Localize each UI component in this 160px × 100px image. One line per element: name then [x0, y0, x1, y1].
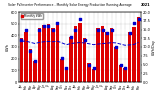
Text: Solar PV/Inverter Performance - Monthly Solar Energy Production Running Average: Solar PV/Inverter Performance - Monthly …: [8, 3, 132, 7]
Bar: [101, 26, 104, 82]
Bar: [114, 47, 118, 82]
Bar: [28, 49, 32, 82]
Bar: [20, 38, 23, 82]
Point: [65, 67, 68, 69]
Point: [101, 29, 104, 30]
Bar: [65, 68, 68, 82]
Bar: [60, 59, 64, 82]
Bar: [137, 17, 140, 82]
Bar: [128, 32, 132, 82]
Bar: [51, 28, 55, 82]
Bar: [69, 36, 73, 82]
Bar: [119, 64, 122, 82]
Point: [47, 25, 50, 27]
Bar: [123, 68, 127, 82]
Point: [38, 29, 41, 30]
Point: [106, 32, 108, 34]
Point: [56, 22, 59, 23]
Point: [61, 57, 63, 58]
Bar: [56, 24, 59, 82]
Point: [137, 18, 140, 20]
Point: [34, 60, 36, 62]
Point: [92, 67, 95, 69]
Bar: [47, 24, 50, 82]
Point: [97, 29, 99, 30]
Bar: [24, 32, 28, 82]
Bar: [105, 32, 109, 82]
Bar: [92, 69, 95, 82]
Bar: [110, 28, 113, 82]
Bar: [38, 28, 41, 82]
Point: [70, 36, 72, 37]
Point: [115, 46, 117, 48]
Point: [74, 29, 77, 30]
Bar: [74, 26, 77, 82]
Bar: [96, 28, 100, 82]
Point: [52, 29, 54, 30]
Bar: [42, 25, 46, 82]
Bar: [87, 63, 91, 82]
Point: [29, 50, 32, 51]
Bar: [33, 61, 37, 82]
Point: [79, 18, 81, 20]
Bar: [83, 38, 86, 82]
Bar: [132, 27, 136, 82]
Point: [43, 25, 45, 27]
Point: [119, 64, 122, 65]
Point: [133, 22, 135, 23]
Point: [25, 29, 27, 30]
Y-axis label: kWh/Day: kWh/Day: [152, 39, 156, 55]
Point: [110, 29, 113, 30]
Text: 2021: 2021: [141, 3, 150, 7]
Legend: Monthly kWh: Monthly kWh: [21, 13, 43, 19]
Point: [20, 39, 23, 41]
Y-axis label: kWh: kWh: [5, 43, 9, 51]
Point: [128, 32, 131, 34]
Point: [124, 67, 126, 69]
Point: [83, 39, 86, 41]
Bar: [78, 22, 82, 82]
Point: [88, 64, 90, 65]
